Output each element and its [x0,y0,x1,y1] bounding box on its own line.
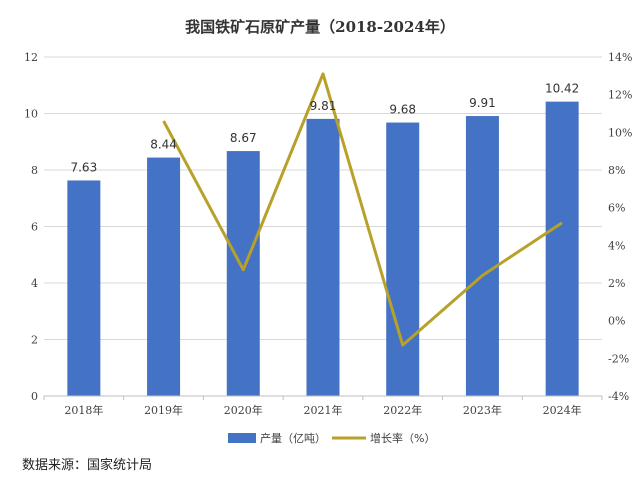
bar [465,116,499,396]
y-right-tick-label: 8% [608,164,625,177]
y-right-tick-label: 0% [608,315,625,328]
y-left-tick-label: 2 [31,334,38,347]
x-tick-label: 2022年 [383,403,422,417]
source-note: 数据来源：国家统计局 [22,458,153,473]
bar-data-label: 8.44 [150,138,177,152]
x-tick-label: 2020年 [224,403,263,417]
bar [306,118,340,397]
x-tick-label: 2023年 [463,403,502,417]
y-right-tick-label: 10% [608,126,632,139]
y-left-tick-label: 8 [31,164,38,177]
y-right-tick-label: -2% [608,352,629,365]
bar-data-label: 9.91 [469,96,496,110]
line-series [162,72,563,347]
axes: 0 2 4 6 8 10 12 -4% -2% 0% 2% 4% 6% 8% 10% 12% 14% 2018年 2… [24,51,632,417]
data-labels: 7.63 8.44 8.67 9.81 9.68 9.91 10.42 [70,82,579,175]
y-left-tick-label: 6 [31,221,38,234]
growth-rate-line [162,72,563,347]
y-right-tick-label: 6% [608,202,625,215]
y-left-tick-label: 0 [31,390,38,403]
legend: 产量（亿吨） 增长率（%） [228,431,435,445]
bar-series [67,101,579,397]
legend-bar-label: 产量（亿吨） [260,431,326,445]
bar [147,157,181,396]
y-left-tick-label: 12 [24,51,38,64]
legend-line-label: 增长率（%） [370,431,435,445]
chart-title: 我国铁矿石原矿产量（2018-2024年） [185,18,455,36]
y-left-tick-label: 10 [24,108,38,121]
bar [67,180,101,396]
x-tick-label: 2019年 [144,403,183,417]
bar-data-label: 7.63 [70,160,97,174]
y-right-tick-label: -4% [608,390,629,403]
y-right-tick-label: 4% [608,239,625,252]
x-tick-label: 2018年 [64,403,103,417]
x-tick-label: 2024年 [543,403,582,417]
y-left-tick-label: 4 [31,277,38,290]
legend-bar-swatch [228,433,256,443]
bar-data-label: 8.67 [230,131,257,145]
bar-data-label: 9.68 [389,103,416,117]
y-right-tick-label: 12% [608,89,632,102]
x-tick-label: 2021年 [304,403,343,417]
y-right-tick-label: 2% [608,277,625,290]
bar-data-label: 9.81 [310,99,337,113]
bar [226,151,260,396]
bar [545,101,579,396]
bar [386,122,420,396]
y-right-tick-label: 14% [608,51,632,64]
bar-data-label: 10.42 [545,82,579,96]
